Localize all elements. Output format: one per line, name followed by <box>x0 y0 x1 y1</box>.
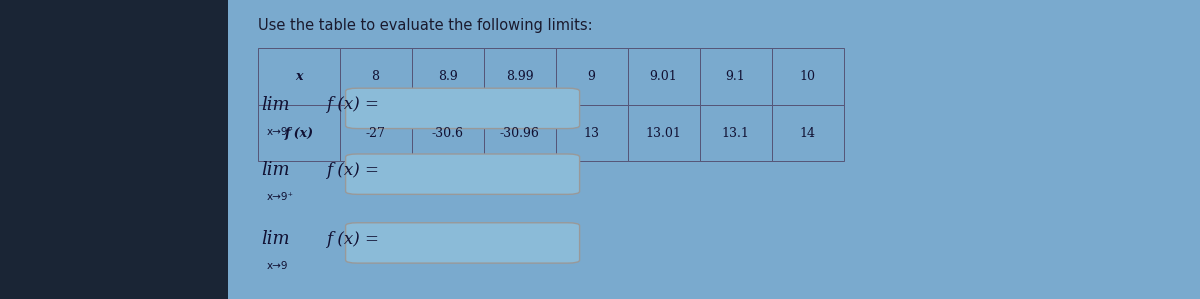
FancyBboxPatch shape <box>340 48 412 105</box>
Text: -27: -27 <box>366 126 385 140</box>
FancyBboxPatch shape <box>556 48 628 105</box>
Text: lim: lim <box>262 96 290 114</box>
Text: 9.1: 9.1 <box>726 70 745 83</box>
Text: 13.01: 13.01 <box>646 126 682 140</box>
Text: 9: 9 <box>588 70 595 83</box>
Text: 9.01: 9.01 <box>649 70 678 83</box>
FancyBboxPatch shape <box>346 154 580 194</box>
Text: x→9: x→9 <box>266 261 288 271</box>
FancyBboxPatch shape <box>628 48 700 105</box>
Text: f (x) =: f (x) = <box>326 162 379 179</box>
FancyBboxPatch shape <box>556 105 628 161</box>
Text: x→9⁻: x→9⁻ <box>266 126 293 137</box>
Text: Use the table to evaluate the following limits:: Use the table to evaluate the following … <box>258 18 593 33</box>
Text: 13.1: 13.1 <box>721 126 750 140</box>
FancyBboxPatch shape <box>258 105 340 161</box>
FancyBboxPatch shape <box>628 105 700 161</box>
Text: -30.6: -30.6 <box>432 126 463 140</box>
FancyBboxPatch shape <box>346 88 580 129</box>
Text: 14: 14 <box>799 126 816 140</box>
FancyBboxPatch shape <box>258 48 340 105</box>
FancyBboxPatch shape <box>700 105 772 161</box>
FancyBboxPatch shape <box>412 48 484 105</box>
Text: 10: 10 <box>799 70 816 83</box>
Text: f (x): f (x) <box>284 126 313 140</box>
Text: f (x) =: f (x) = <box>326 96 379 113</box>
Text: 8.99: 8.99 <box>505 70 534 83</box>
FancyBboxPatch shape <box>412 105 484 161</box>
Text: f (x) =: f (x) = <box>326 231 379 248</box>
Text: lim: lim <box>262 161 290 179</box>
FancyBboxPatch shape <box>484 48 556 105</box>
FancyBboxPatch shape <box>772 48 844 105</box>
Text: -30.96: -30.96 <box>499 126 540 140</box>
Text: 13: 13 <box>583 126 600 140</box>
Text: lim: lim <box>262 230 290 248</box>
FancyBboxPatch shape <box>0 0 228 299</box>
Text: 8: 8 <box>372 70 379 83</box>
Text: x: x <box>295 70 302 83</box>
FancyBboxPatch shape <box>700 48 772 105</box>
FancyBboxPatch shape <box>772 105 844 161</box>
FancyBboxPatch shape <box>340 105 412 161</box>
FancyBboxPatch shape <box>484 105 556 161</box>
Text: x→9⁺: x→9⁺ <box>266 192 293 202</box>
FancyBboxPatch shape <box>346 223 580 263</box>
Text: 8.9: 8.9 <box>438 70 457 83</box>
